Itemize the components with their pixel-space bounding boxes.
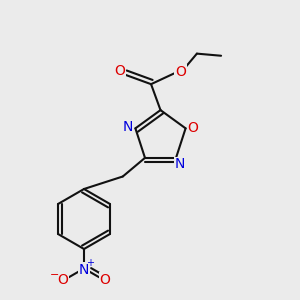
Text: O: O: [99, 273, 110, 287]
Text: O: O: [188, 121, 199, 135]
Text: N: N: [123, 120, 134, 134]
Text: N: N: [79, 263, 89, 277]
Text: O: O: [58, 273, 69, 287]
Text: N: N: [174, 158, 185, 172]
Text: O: O: [175, 64, 186, 79]
Text: +: +: [86, 258, 94, 268]
Text: O: O: [114, 64, 125, 78]
Text: −: −: [50, 270, 59, 280]
